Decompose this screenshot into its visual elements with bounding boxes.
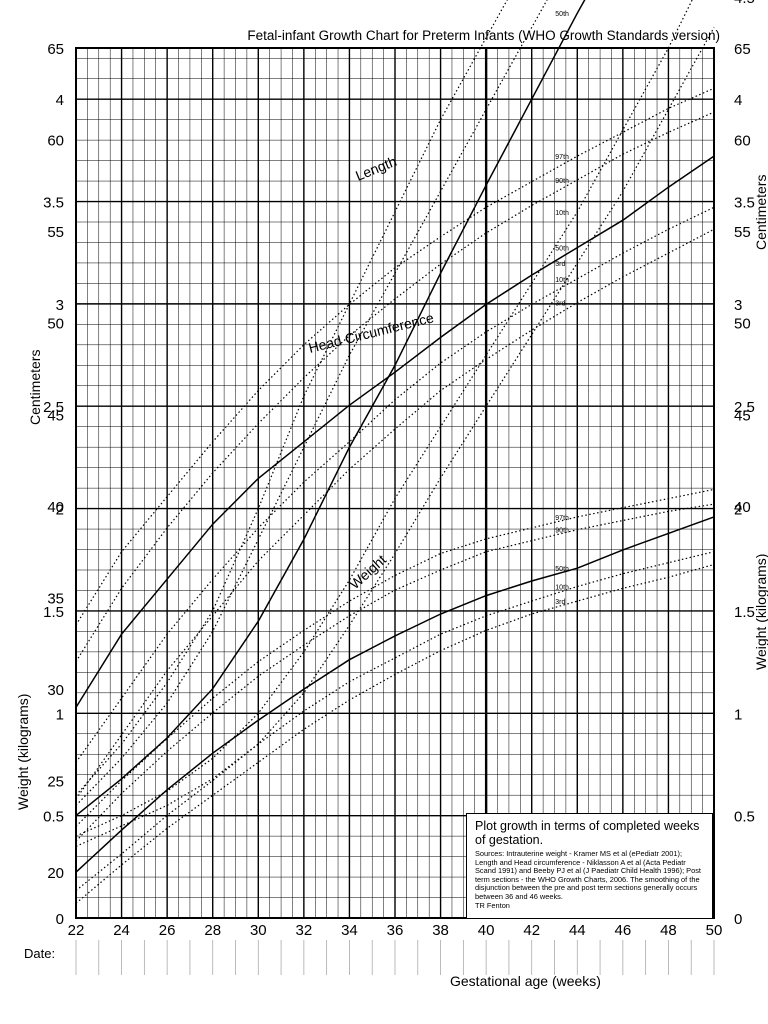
y-tick-label-kg-right: 3.5: [734, 195, 755, 212]
percentile-label: 3rd: [555, 599, 565, 606]
y-tick-label-cm-right: 45: [734, 407, 751, 424]
weight-curve-10th: [75, 0, 693, 837]
y-tick-label-cm-right: 40: [734, 499, 751, 516]
tick-labels: 22 24 26 28 30 32 34 36 38 40 42 44 46 48 502025303540…: [43, 0, 755, 939]
y-tick-label-kg-right: 1.5: [734, 604, 755, 621]
x-tick-label: 32: [296, 922, 313, 939]
percentile-curves: [75, 0, 715, 904]
weight-curve-90th: [75, 0, 548, 806]
weight-curve-50th: [75, 0, 586, 817]
y-tick-label-cm-left: 30: [47, 682, 64, 699]
x-tick-label: 34: [341, 922, 358, 939]
y-tick-label-kg-left: 2.5: [43, 399, 64, 416]
percentile-label: 50th: [555, 566, 569, 573]
y-axis-label-centimeters-left: Centimeters: [27, 350, 43, 425]
y-tick-label-cm-right: 55: [734, 224, 751, 241]
date-cells: [75, 940, 715, 975]
x-tick-label: 40: [478, 922, 495, 939]
y-tick-label-kg-right: 2: [734, 502, 742, 519]
weight-curve-3rd: [75, 27, 715, 847]
percentile-label: 3rd: [555, 261, 565, 268]
y-axis-label-weight-left: Weight (kilograms): [15, 694, 31, 810]
y-tick-label-kg-right: 1: [734, 706, 742, 723]
y-tick-label-kg-left: 2: [56, 502, 64, 519]
head-circumference-curve-10th: [75, 551, 715, 891]
y-tick-label-kg-left: 3.5: [43, 195, 64, 212]
curve-label-head-circumference: Head Circumference: [307, 309, 436, 356]
y-tick-label-kg-right: 4.5: [734, 0, 755, 7]
y-tick-label-cm-left: 45: [47, 407, 64, 424]
x-tick-label: 48: [660, 922, 677, 939]
y-tick-label-kg-right: 0.5: [734, 809, 755, 826]
y-axis-label-centimeters-right: Centimeters: [753, 175, 768, 250]
weight-curve-97th: [75, 0, 508, 796]
percentile-labels: 97th90th50th10th3rd97th90th50th10th3rd97…: [555, 11, 569, 606]
date-label: Date:: [24, 946, 56, 961]
percentile-label: 10th: [555, 277, 569, 284]
percentile-label: 10th: [555, 584, 569, 591]
plot-frame: [75, 47, 715, 919]
y-tick-label-kg-right: 3: [734, 297, 742, 314]
x-tick-label: 36: [387, 922, 404, 939]
y-tick-label-cm-left: 55: [47, 224, 64, 241]
y-tick-label-cm-left: 35: [47, 590, 64, 607]
note-author: TR Fenton: [475, 900, 510, 910]
x-tick-label: 26: [159, 922, 176, 939]
y-tick-label-kg-left: 0: [56, 911, 64, 928]
y-tick-label-cm-right: 60: [734, 133, 751, 150]
grid-major-lines: [75, 47, 715, 919]
percentile-label: 97th: [555, 515, 569, 522]
y-axis-label-weight-right: Weight (kilograms): [753, 554, 768, 670]
y-tick-label-kg-left: 3: [56, 297, 64, 314]
y-tick-label-kg-left: 1.5: [43, 604, 64, 621]
x-axis-label: Gestational age (weeks): [450, 973, 601, 989]
x-tick-label: 28: [204, 922, 221, 939]
x-tick-label: 38: [432, 922, 449, 939]
percentile-label: 97th: [555, 154, 569, 161]
x-tick-label: 42: [523, 922, 540, 939]
length-curve-10th: [75, 206, 715, 763]
y-tick-label-kg-right: 4: [734, 92, 742, 109]
percentile-label: 90th: [555, 178, 569, 185]
note-heading: Plot growth in terms of completed weeks …: [475, 819, 700, 847]
x-tick-label: 22: [68, 922, 85, 939]
y-tick-label-kg-right: 0: [734, 911, 742, 928]
y-tick-label-kg-left: 1: [56, 706, 64, 723]
note-sources: Sources: Intrauterine weight - Kramer MS…: [475, 849, 701, 901]
instructions-note: Plot growth in terms of completed weeks …: [466, 813, 713, 919]
x-tick-label: 50: [706, 922, 723, 939]
curve-label-length: Length: [353, 153, 399, 184]
length-curve-97th: [75, 87, 715, 626]
x-tick-label: 24: [113, 922, 130, 939]
curve-label-weight: Weight: [346, 551, 389, 592]
chart-title: Fetal-infant Growth Chart for Preterm In…: [247, 28, 720, 43]
x-tick-label: 30: [250, 922, 267, 939]
percentile-label: 50th: [555, 11, 569, 18]
head-circumference-curve-3rd: [75, 563, 715, 904]
y-tick-label-cm-right: 65: [734, 41, 751, 58]
y-tick-label-kg-left: 4: [56, 92, 64, 109]
percentile-label: 3rd: [555, 301, 565, 308]
head-circumference-curve-50th: [75, 516, 715, 873]
percentile-label: 50th: [555, 246, 569, 253]
x-tick-label: 46: [615, 922, 632, 939]
length-curve-3rd: [75, 228, 715, 800]
percentile-label: 10th: [555, 210, 569, 217]
y-tick-label-cm-right: 50: [734, 316, 751, 333]
y-tick-label-cm-left: 50: [47, 316, 64, 333]
length-curve-50th: [75, 155, 715, 708]
x-tick-label: 44: [569, 922, 586, 939]
y-tick-label-cm-left: 40: [47, 499, 64, 516]
percentile-label: 90th: [555, 528, 569, 535]
y-tick-label-cm-left: 25: [47, 774, 64, 791]
y-tick-label-cm-left: 20: [47, 865, 64, 882]
y-tick-label-cm-left: 65: [47, 41, 64, 58]
y-tick-label-cm-left: 60: [47, 133, 64, 150]
y-tick-label-kg-left: 0.5: [43, 809, 64, 826]
y-tick-label-kg-right: 2.5: [734, 399, 755, 416]
